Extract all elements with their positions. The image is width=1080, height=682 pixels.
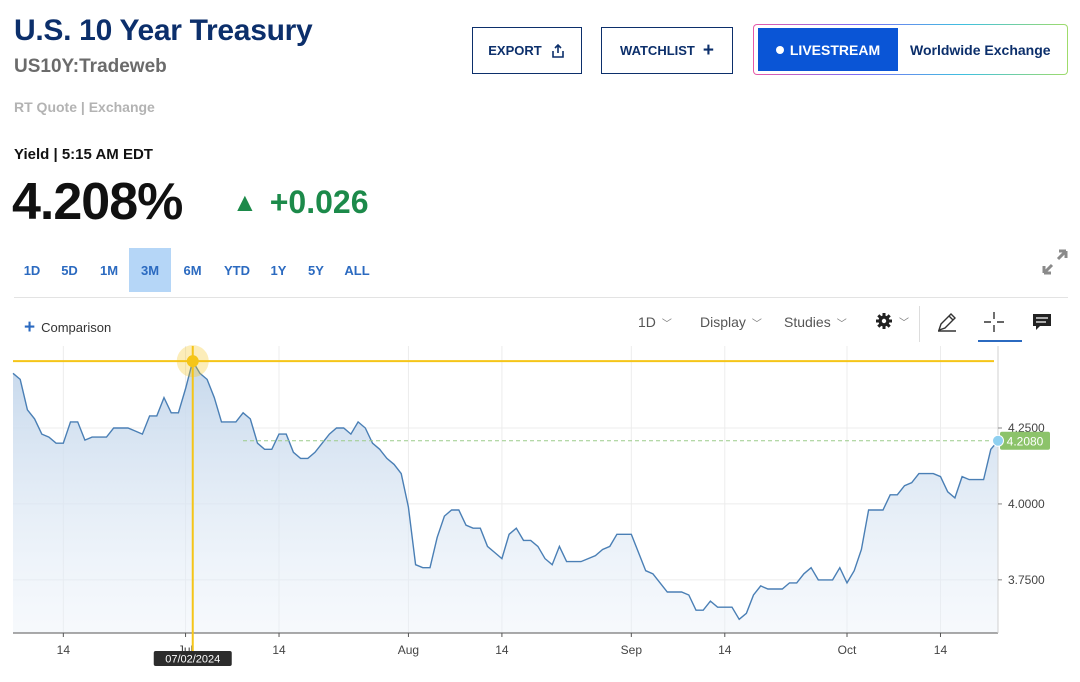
x-tick-label: 14 xyxy=(57,643,71,657)
range-selector: 1D 5D 1M 3M 6M YTD 1Y 5Y ALL xyxy=(14,248,379,292)
x-tick-label: 14 xyxy=(934,643,948,657)
range-all[interactable]: ALL xyxy=(344,262,370,278)
y-tick-label: 3.7500 xyxy=(1008,573,1045,587)
export-label: EXPORT xyxy=(488,43,542,58)
plus-icon: + xyxy=(24,317,36,338)
livestream-label: LIVESTREAM xyxy=(789,41,881,58)
display-dropdown[interactable]: Display ﹀ xyxy=(700,314,762,330)
x-tick-label: Sep xyxy=(621,643,643,657)
range-5d[interactable]: 5D xyxy=(61,262,78,278)
export-button[interactable]: EXPORT xyxy=(472,27,582,74)
series-area xyxy=(13,361,998,633)
chevron-down-icon: ﹀ xyxy=(836,318,847,330)
live-dot-icon xyxy=(775,45,784,54)
range-6m[interactable]: 6M xyxy=(183,262,202,278)
chevron-down-icon: ﹀ xyxy=(661,318,672,330)
pencil-icon[interactable] xyxy=(935,310,959,334)
range-ytd[interactable]: YTD xyxy=(224,262,250,278)
x-tick-label: Aug xyxy=(398,643,419,657)
triangle-up-icon: ▲ xyxy=(232,187,258,217)
crosshair-date-label: 07/02/2024 xyxy=(165,654,220,666)
watchlist-label: WATCHLIST xyxy=(620,43,695,58)
livestream-widget: LIVESTREAM Worldwide Exchange xyxy=(753,24,1068,75)
ticker-symbol: US10Y:Tradeweb xyxy=(14,56,167,77)
crosshair-icon[interactable] xyxy=(982,310,1006,334)
chevron-down-icon: ﹀ xyxy=(751,318,762,330)
y-tick-label: 4.2500 xyxy=(1008,421,1045,435)
comparison-label: Comparison xyxy=(41,320,112,335)
last-value-label: 4.2080 xyxy=(1007,434,1044,448)
quote-source: RT Quote | Exchange xyxy=(14,99,155,115)
last-value-badge xyxy=(1000,431,1050,450)
livestream-button[interactable]: LIVESTREAM xyxy=(758,28,898,71)
series-line xyxy=(12,359,999,621)
price-value: 4.208% xyxy=(12,173,183,231)
studies-dropdown[interactable]: Studies ﹀ xyxy=(784,314,847,330)
share-icon xyxy=(551,43,564,58)
studies-label: Studies xyxy=(784,314,831,330)
settings-dropdown[interactable]: ﹀ xyxy=(875,312,909,330)
range-1y[interactable]: 1Y xyxy=(270,262,287,278)
range-1m[interactable]: 1M xyxy=(99,262,119,278)
crosshair-point[interactable] xyxy=(186,355,199,368)
display-label: Display xyxy=(700,314,746,330)
range-1d[interactable]: 1D xyxy=(23,262,41,278)
plus-icon: + xyxy=(702,40,714,61)
y-tick-label: 4.0000 xyxy=(1008,497,1045,511)
price-change: ▲ +0.026 xyxy=(232,184,369,221)
active-tool-indicator xyxy=(978,340,1022,342)
expand-icon[interactable] xyxy=(1040,247,1070,277)
exchange-link[interactable]: Worldwide Exchange xyxy=(910,41,1051,58)
x-tick-label: 14 xyxy=(718,643,732,657)
crosshair-date-box xyxy=(153,651,232,666)
range-5y[interactable]: 5Y xyxy=(308,262,324,278)
range-3m[interactable]: 3M xyxy=(129,248,171,292)
interval-label: 1D xyxy=(638,314,656,330)
change-value: +0.026 xyxy=(269,184,369,220)
comment-icon[interactable] xyxy=(1030,310,1054,334)
x-tick-label: 14 xyxy=(272,643,286,657)
last-value-dot xyxy=(992,434,1004,447)
page-title: U.S. 10 Year Treasury xyxy=(14,14,313,47)
comparison-button[interactable]: + Comparison xyxy=(24,318,111,337)
x-tick-label: Oct xyxy=(838,643,857,657)
x-tick-label: 14 xyxy=(495,643,509,657)
watchlist-button[interactable]: WATCHLIST + xyxy=(601,27,733,74)
gear-icon xyxy=(876,313,892,329)
yield-label: Yield | 5:15 AM EDT xyxy=(14,146,153,163)
chevron-down-icon: ﹀ xyxy=(899,317,909,329)
toolbar-separator xyxy=(919,306,920,342)
interval-dropdown[interactable]: 1D ﹀ xyxy=(638,314,672,330)
divider xyxy=(14,297,1068,298)
